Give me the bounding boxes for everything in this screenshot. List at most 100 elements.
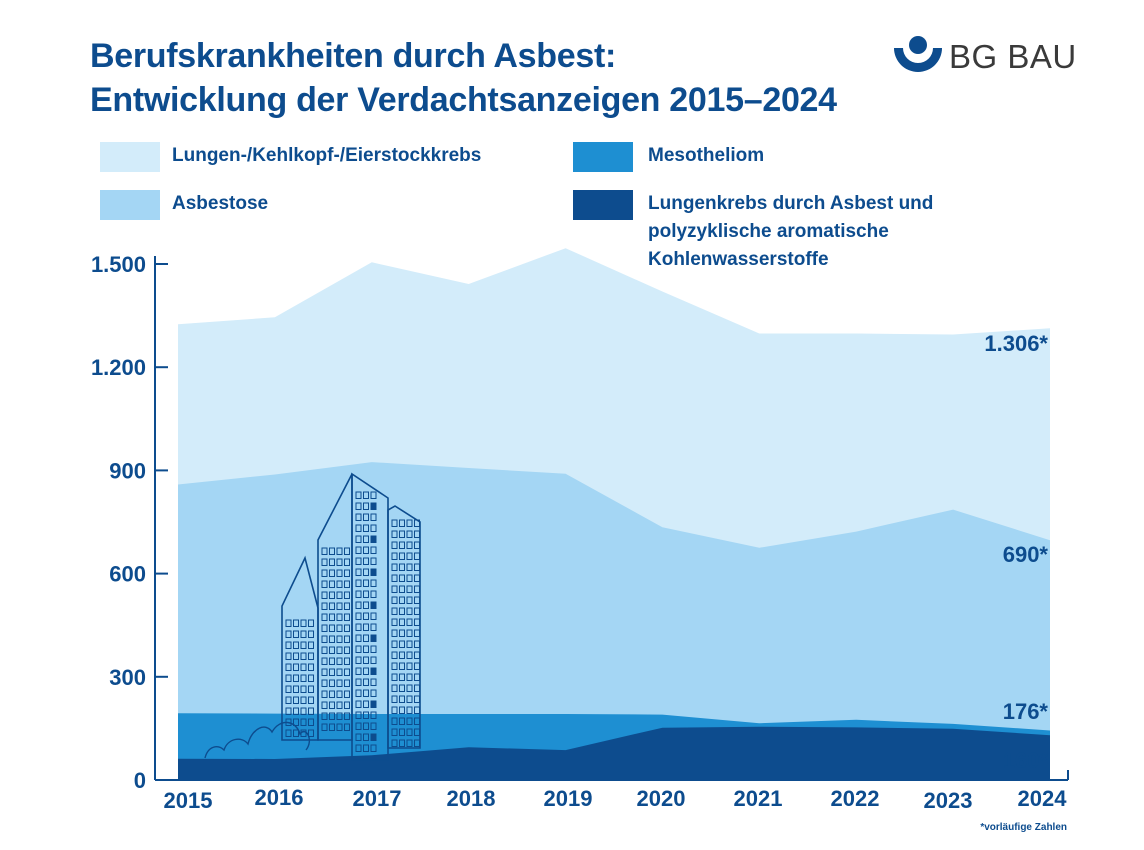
building-window (414, 552, 420, 560)
building-window (399, 585, 405, 593)
building-window (321, 602, 328, 610)
building-window (363, 678, 369, 686)
building-window (399, 530, 405, 538)
building-window (363, 645, 369, 653)
x-tick-label: 2015 (164, 788, 213, 813)
building-window (391, 739, 398, 747)
building-window (406, 574, 413, 582)
building-window (329, 635, 335, 643)
building-window (399, 563, 405, 571)
building-window (336, 547, 343, 555)
building-window (406, 728, 413, 736)
chart-title: Berufskrankheiten durch Asbest: Entwickl… (90, 34, 837, 122)
building-window (344, 580, 350, 588)
building-window (344, 635, 350, 643)
building-window (285, 652, 292, 660)
building-window (414, 629, 420, 637)
building-window (300, 685, 307, 693)
building-window (308, 652, 314, 660)
building-window (344, 712, 350, 720)
building-window (285, 729, 292, 737)
building-window (285, 663, 292, 671)
building-window (355, 678, 362, 686)
building-window (414, 673, 420, 681)
building-window (336, 602, 343, 610)
building-window (399, 651, 405, 659)
building-window (414, 618, 420, 626)
building-window (308, 729, 314, 737)
building-window (391, 541, 398, 549)
building-window (399, 519, 405, 527)
building-window (399, 673, 405, 681)
building-window (308, 663, 314, 671)
building-window (391, 728, 398, 736)
building-window (293, 663, 299, 671)
building-window (363, 733, 369, 741)
building-window (414, 684, 420, 692)
building-window (293, 619, 299, 627)
building-window (344, 701, 350, 709)
building-window (399, 596, 405, 604)
building-window (391, 574, 398, 582)
building-window (336, 668, 343, 676)
building-window (321, 657, 328, 665)
building-window (363, 744, 369, 752)
building-window (285, 619, 292, 627)
building-window (363, 524, 369, 532)
building-window (321, 558, 328, 566)
building-window (391, 585, 398, 593)
value-label-2024: 160* (1003, 748, 1049, 773)
building-window (399, 552, 405, 560)
building-window (414, 530, 420, 538)
building-window (344, 657, 350, 665)
building-window (355, 524, 362, 532)
building-window (336, 690, 343, 698)
building-window (399, 574, 405, 582)
building-window (363, 656, 369, 664)
building-window (399, 684, 405, 692)
building-window (363, 546, 369, 554)
building-window (391, 618, 398, 626)
building-window (344, 613, 350, 621)
building-block-0 (281, 555, 319, 741)
building-window (308, 619, 314, 627)
building-window (344, 547, 350, 555)
building-window (391, 607, 398, 615)
building-window (321, 723, 328, 731)
building-window (308, 696, 314, 704)
building-window (321, 668, 328, 676)
building-window (363, 667, 369, 675)
legend-label-line-2: polyzyklische aromatische (648, 221, 889, 242)
building-window (300, 718, 307, 726)
building-window (355, 502, 362, 510)
building-window (293, 729, 299, 737)
building-window (399, 618, 405, 626)
building-window (363, 502, 369, 510)
building-window (391, 552, 398, 560)
legend-label: Lungen-/Kehlkopf-/Eierstockkrebs (172, 145, 482, 166)
building-window (308, 641, 314, 649)
building-window (399, 541, 405, 549)
building-window (406, 717, 413, 725)
building-window (363, 612, 369, 620)
building-window (344, 624, 350, 632)
building-window (336, 635, 343, 643)
building-window (363, 601, 369, 609)
building-window (406, 651, 413, 659)
building-window (308, 718, 314, 726)
building-window (391, 640, 398, 648)
building-window (370, 513, 377, 521)
building-window (406, 706, 413, 714)
x-tick-label: 2019 (544, 786, 593, 811)
building-window (406, 530, 413, 538)
building-window (414, 596, 420, 604)
building-window (391, 519, 398, 527)
building-window (300, 663, 307, 671)
footnote: *vorläufige Zahlen (980, 822, 1067, 833)
y-tick-label: 1.500 (91, 252, 146, 277)
building-window (370, 678, 377, 686)
building-windows (285, 491, 420, 752)
building-window (414, 574, 420, 582)
building-window (363, 711, 369, 719)
building-window (399, 640, 405, 648)
